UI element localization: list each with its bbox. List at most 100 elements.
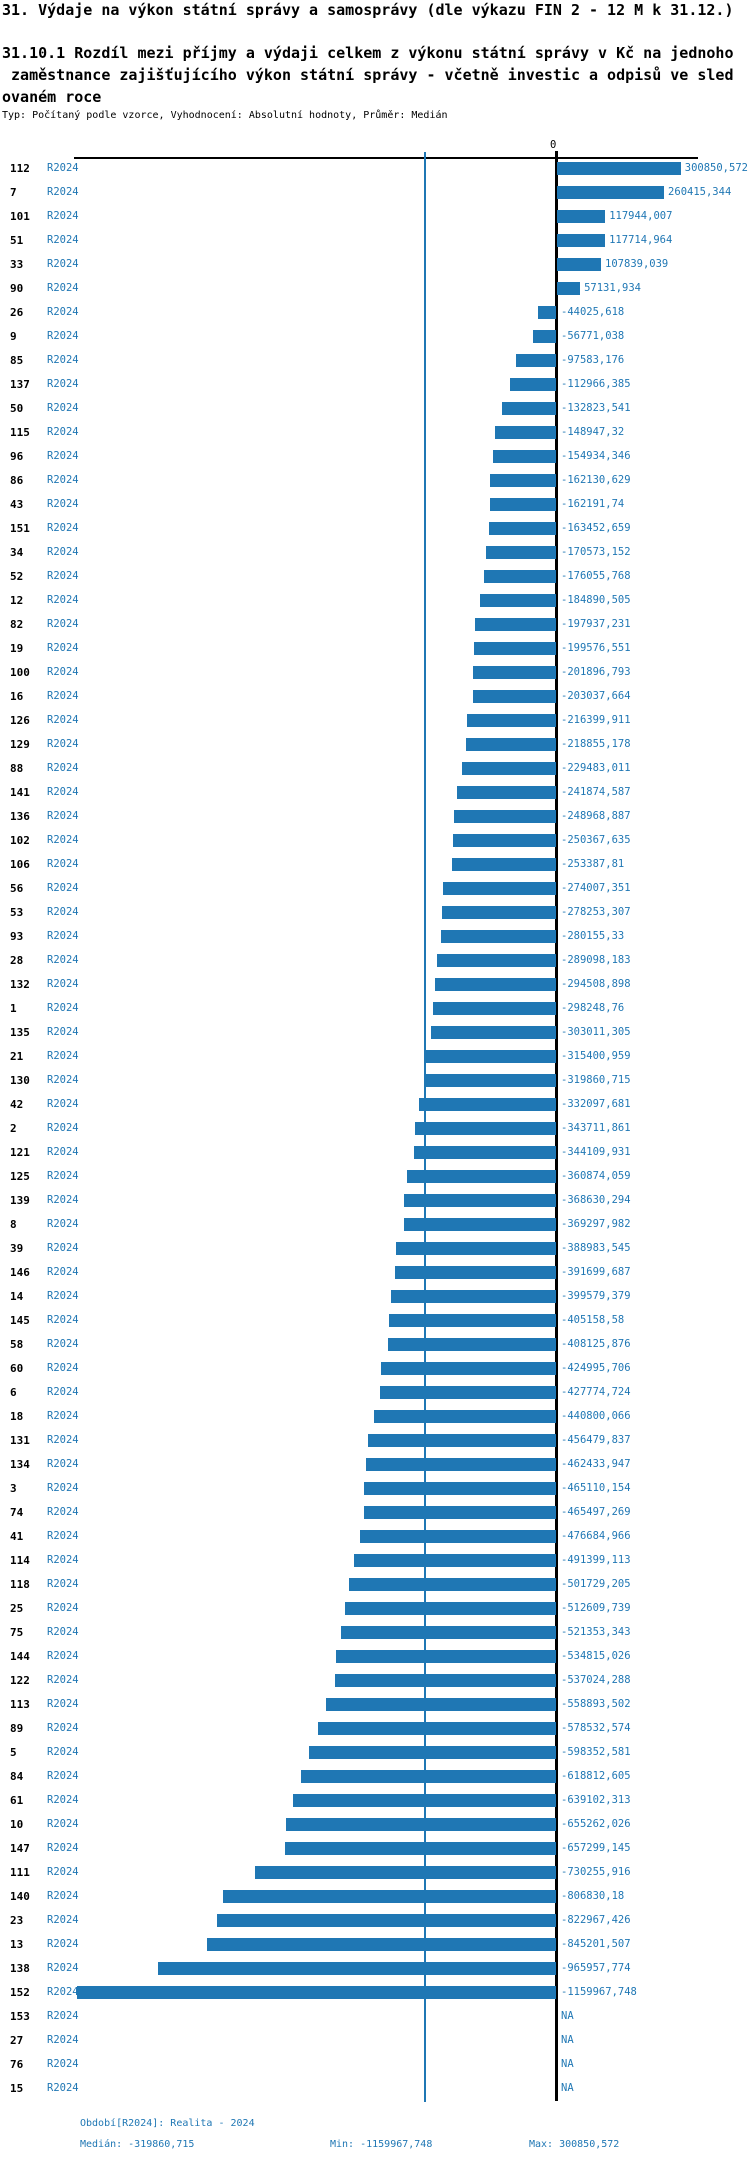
row-period-label: R2024 — [47, 2009, 79, 2022]
value-label: -456479,837 — [561, 1433, 631, 1446]
row-id-label: 3 — [10, 1481, 17, 1495]
bar — [391, 1289, 557, 1303]
row-id-label: 12 — [10, 593, 24, 607]
value-label: -132823,541 — [561, 401, 631, 414]
bar — [456, 785, 557, 799]
row-id-label: 51 — [10, 233, 24, 247]
row-period-label: R2024 — [47, 2081, 79, 2094]
value-label: -399579,379 — [561, 1289, 631, 1302]
row-period-label: R2024 — [47, 689, 79, 702]
value-label: -97583,176 — [561, 353, 625, 366]
bar — [486, 545, 557, 559]
row-period-label: R2024 — [47, 1193, 79, 1206]
value-label: -163452,659 — [561, 521, 631, 534]
row-period-label: R2024 — [47, 353, 79, 366]
bar — [353, 1553, 557, 1567]
value-label: -332097,681 — [561, 1097, 631, 1110]
bar — [414, 1145, 557, 1159]
value-label: -162130,629 — [561, 473, 631, 486]
value-label: -274007,351 — [561, 881, 631, 894]
row-id-label: 125 — [10, 1169, 30, 1183]
row-period-label: R2024 — [47, 1553, 79, 1566]
bar — [285, 1817, 557, 1831]
value-label: -289098,183 — [561, 953, 631, 966]
row-id-label: 90 — [10, 281, 24, 295]
row-id-label: 60 — [10, 1361, 24, 1375]
value-label: -476684,966 — [561, 1529, 631, 1542]
row-period-label: R2024 — [47, 473, 79, 486]
value-label: -248968,887 — [561, 809, 631, 822]
bar — [441, 905, 557, 919]
row-period-label: R2024 — [47, 233, 79, 246]
bar — [325, 1697, 557, 1711]
footer-period: Období[R2024]: Realita - 2024 — [80, 2118, 255, 2129]
bar — [292, 1793, 557, 1807]
row-id-label: 15 — [10, 2081, 24, 2095]
row-period-label: R2024 — [47, 1985, 79, 1998]
value-label: -201896,793 — [561, 665, 631, 678]
value-label: -462433,947 — [561, 1457, 631, 1470]
row-id-label: 145 — [10, 1313, 30, 1327]
bar — [473, 665, 557, 679]
row-period-label: R2024 — [47, 905, 79, 918]
value-label: -845201,507 — [561, 1937, 631, 1950]
row-id-label: 9 — [10, 329, 17, 343]
row-period-label: R2024 — [47, 881, 79, 894]
footer-median: Medián: -319860,715 — [80, 2139, 195, 2150]
bar — [379, 1385, 557, 1399]
bar — [480, 593, 557, 607]
value-label: -618812,605 — [561, 1769, 631, 1782]
bar — [344, 1601, 557, 1615]
value-label: 107839,039 — [605, 257, 669, 270]
row-id-label: 114 — [10, 1553, 30, 1567]
report-title: 31. Výdaje na výkon státní správy a samo… — [2, 1, 734, 19]
row-id-label: 115 — [10, 425, 30, 439]
na-label: NA — [561, 2009, 574, 2022]
row-id-label: 131 — [10, 1433, 30, 1447]
row-id-label: 118 — [10, 1577, 30, 1591]
bar — [216, 1913, 557, 1927]
value-label: -319860,715 — [561, 1073, 631, 1086]
footer-min: Min: -1159967,748 — [330, 2139, 433, 2150]
value-label: -344109,931 — [561, 1145, 631, 1158]
value-label: -512609,739 — [561, 1601, 631, 1614]
row-id-label: 26 — [10, 305, 24, 319]
row-period-label: R2024 — [47, 1865, 79, 1878]
row-id-label: 56 — [10, 881, 24, 895]
row-id-label: 139 — [10, 1193, 30, 1207]
bar — [367, 1433, 557, 1447]
row-id-label: 122 — [10, 1673, 30, 1687]
zero-tick-label: 0 — [550, 139, 557, 151]
row-period-label: R2024 — [47, 1769, 79, 1782]
row-period-label: R2024 — [47, 1313, 79, 1326]
bar — [492, 449, 557, 463]
row-id-label: 16 — [10, 689, 24, 703]
value-label: -1159967,748 — [561, 1985, 637, 1998]
bar — [466, 737, 557, 751]
row-period-label: R2024 — [47, 665, 79, 678]
row-id-label: 89 — [10, 1721, 24, 1735]
bar — [556, 257, 602, 271]
row-period-label: R2024 — [47, 953, 79, 966]
bar — [157, 1961, 557, 1975]
value-label: -440800,066 — [561, 1409, 631, 1422]
row-id-label: 74 — [10, 1505, 24, 1519]
row-id-label: 102 — [10, 833, 30, 847]
value-label: -216399,911 — [561, 713, 631, 726]
row-period-label: R2024 — [47, 449, 79, 462]
row-id-label: 18 — [10, 1409, 24, 1423]
value-label: -199576,551 — [561, 641, 631, 654]
row-period-label: R2024 — [47, 641, 79, 654]
row-id-label: 113 — [10, 1697, 30, 1711]
indicator-subtitle-line-2: zaměstnance zajišťujícího výkon státní s… — [2, 66, 734, 84]
row-period-label: R2024 — [47, 1217, 79, 1230]
row-id-label: 23 — [10, 1913, 24, 1927]
bar — [538, 305, 557, 319]
bar — [407, 1169, 557, 1183]
row-period-label: R2024 — [47, 1073, 79, 1086]
row-id-label: 136 — [10, 809, 30, 823]
row-id-label: 100 — [10, 665, 30, 679]
value-label: -806830,18 — [561, 1889, 625, 1902]
bar — [472, 689, 557, 703]
bar — [533, 329, 557, 343]
